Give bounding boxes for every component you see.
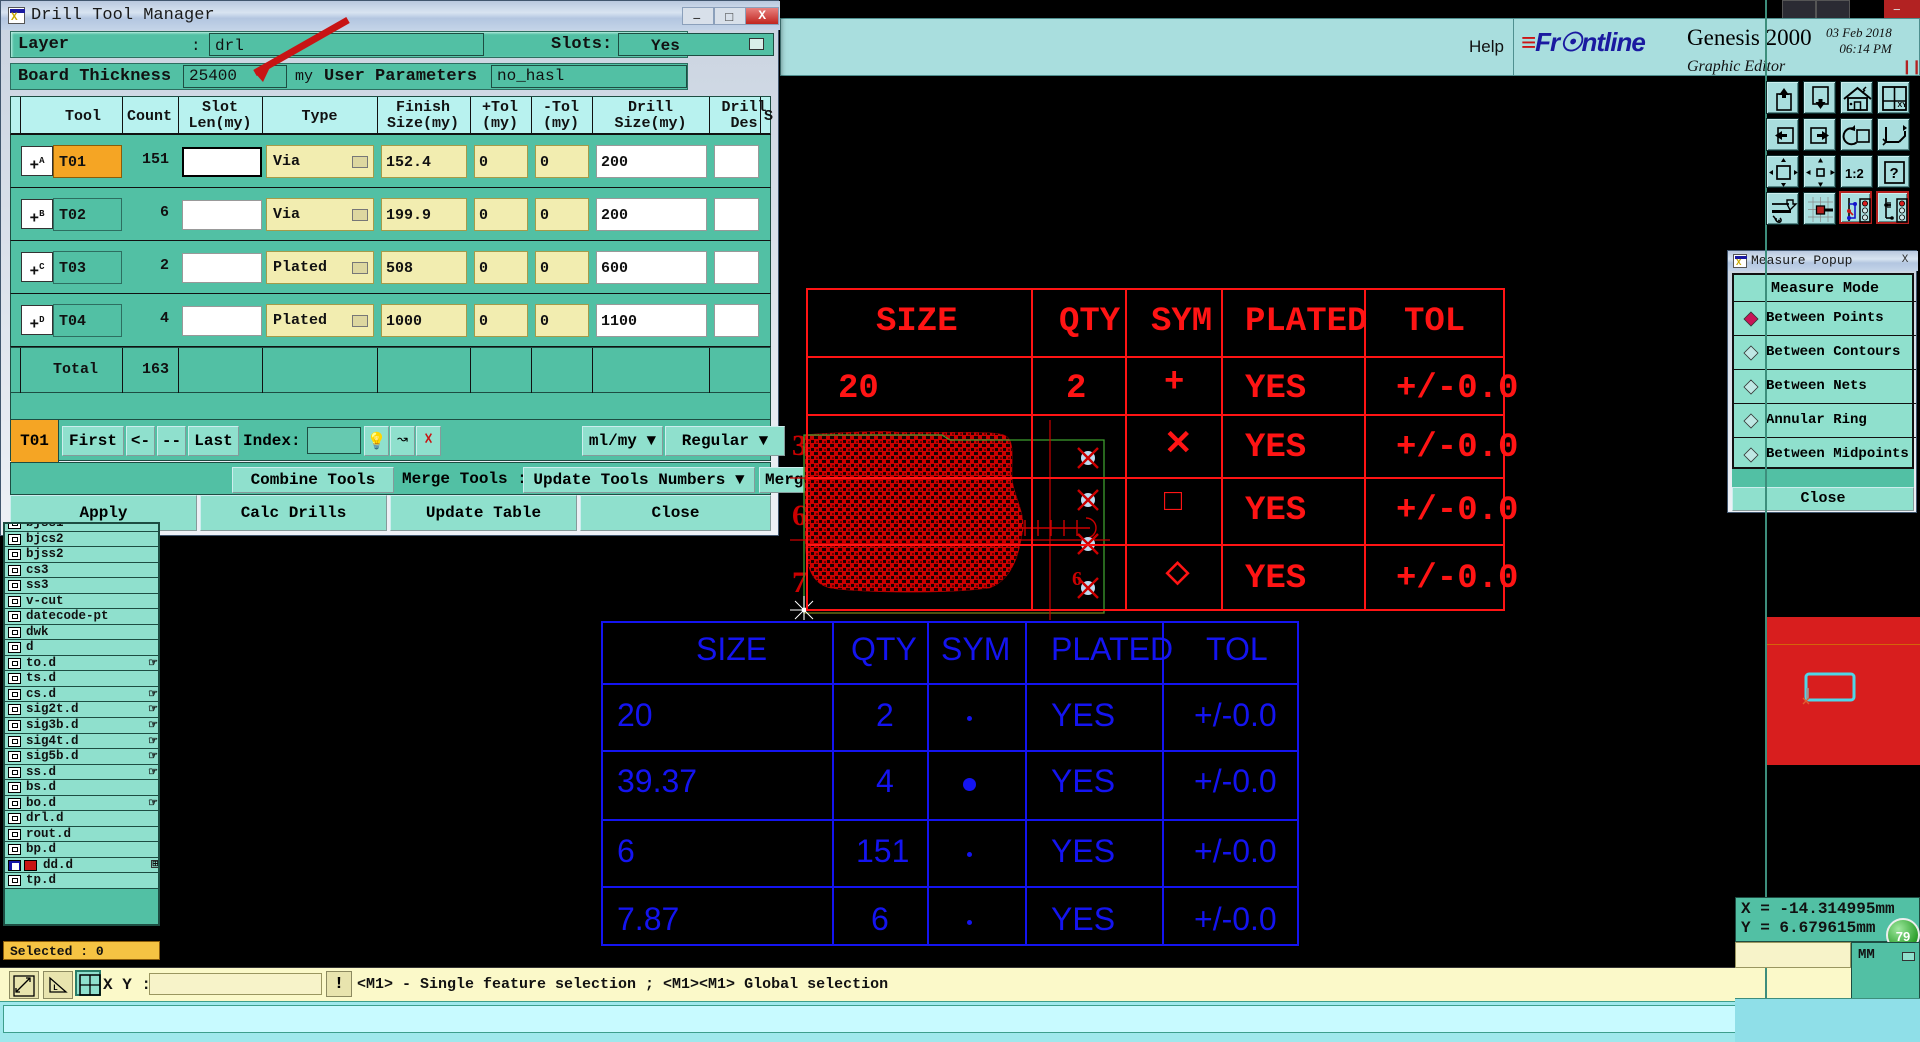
svg-text:1:2: 1:2 (1845, 166, 1864, 181)
svg-text:7: 7 (792, 566, 807, 599)
svg-text:3: 3 (792, 429, 807, 462)
svg-text:?: ? (1890, 165, 1899, 182)
svg-text:L: L (53, 984, 58, 993)
svg-text:XY: XY (1898, 102, 1908, 109)
svg-text:6: 6 (792, 499, 807, 532)
